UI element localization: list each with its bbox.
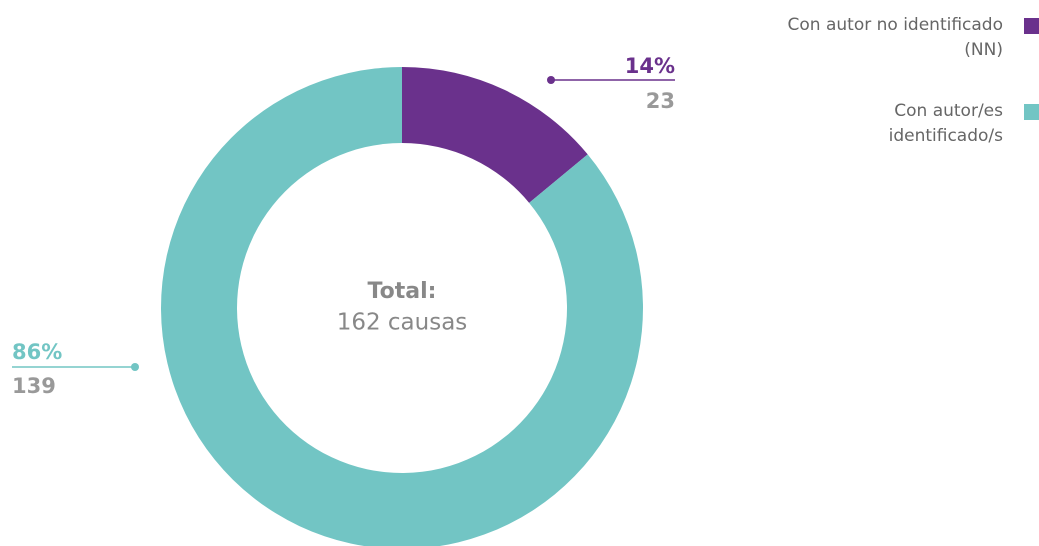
donut-slice — [402, 67, 588, 203]
legend-label: Con autor/es identificado/s — [888, 101, 1003, 146]
donut-slice — [161, 67, 643, 546]
count-label: 139 — [12, 374, 56, 398]
legend-label: Con autor no identificado (NN) — [787, 15, 1003, 60]
center-label: Total: — [368, 279, 437, 304]
center-text: 162 causas — [337, 310, 468, 336]
percent-label: 86% — [12, 340, 62, 364]
legend-swatch — [1024, 18, 1039, 34]
leader-dot — [547, 76, 555, 84]
legend-swatch — [1024, 104, 1039, 120]
percent-label: 14% — [625, 54, 675, 78]
leader-dot — [131, 363, 139, 371]
count-label: 23 — [646, 89, 675, 113]
